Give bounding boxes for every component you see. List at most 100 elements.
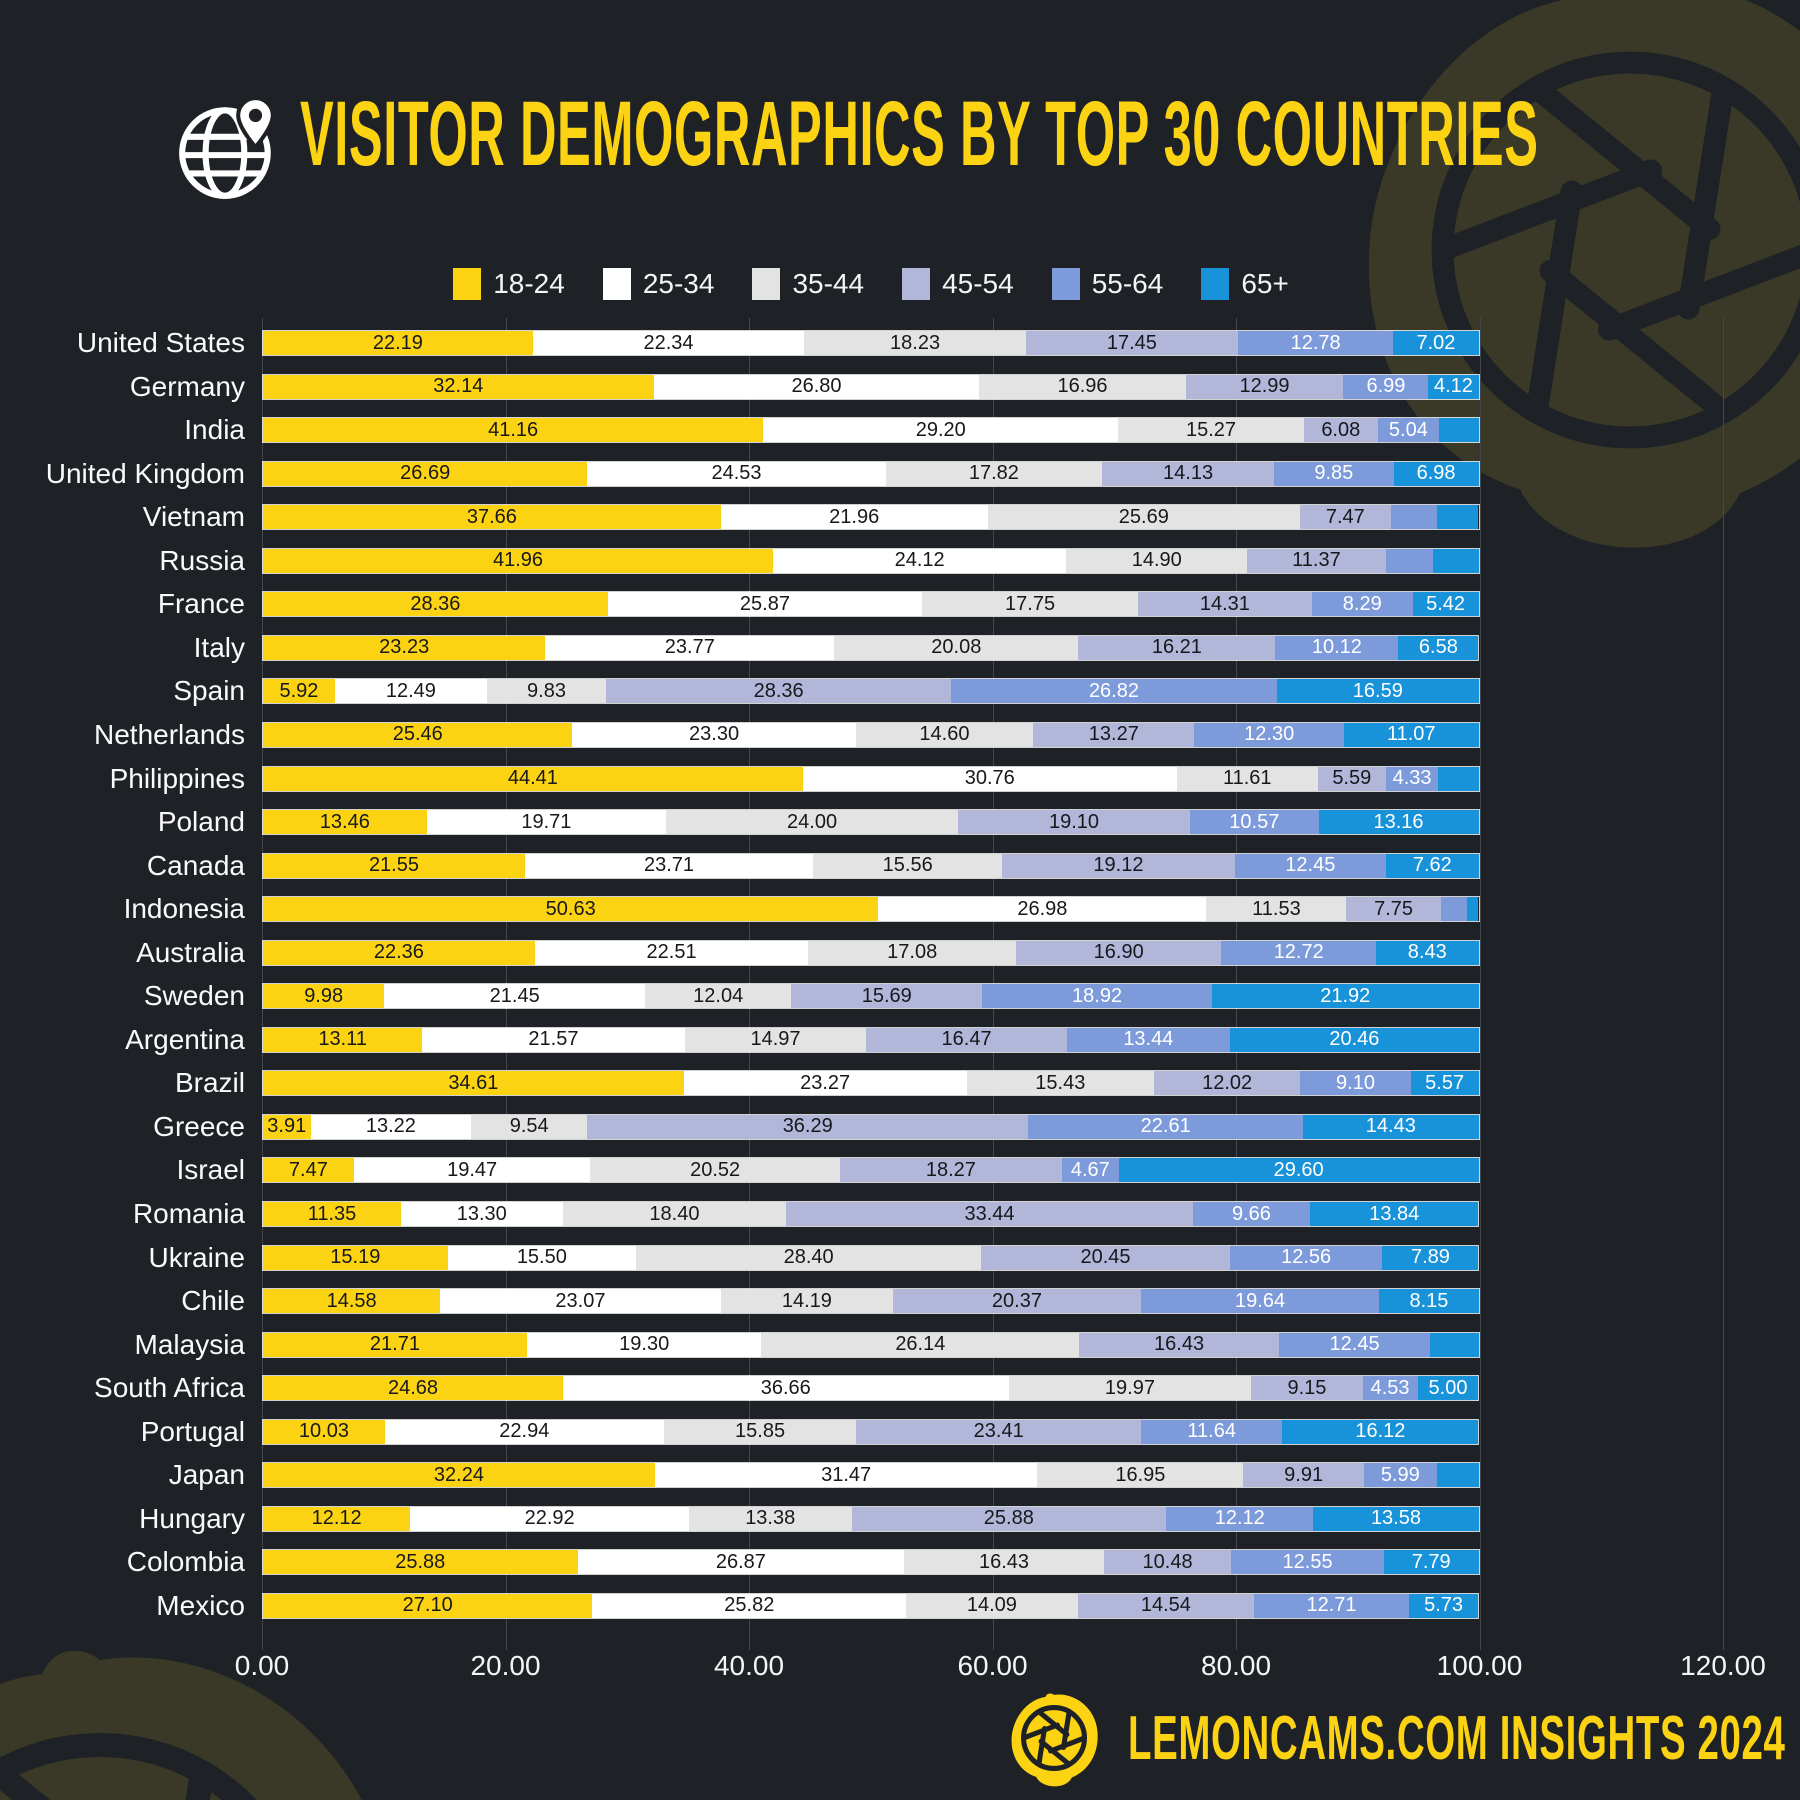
bar-segment-45-54: 16.90 — [1016, 940, 1222, 965]
bar-value-label: 13.44 — [1123, 1028, 1174, 1051]
bar-value-label: 13.16 — [1373, 810, 1424, 833]
bar-value-label: 15.50 — [516, 1246, 567, 1269]
bar-segment-55-64: 9.85 — [1273, 461, 1394, 486]
bar-value-label: 15.27 — [1185, 418, 1237, 441]
bar-segment-18-24: 3.91 — [263, 1114, 311, 1139]
bar-value-label: 5.42 — [1426, 592, 1466, 615]
bar-row: Philippines 44.41 30.76 11.61 5.59 4.33 — [110, 757, 1480, 801]
bar-value-label: 16.43 — [1154, 1333, 1205, 1356]
bar-segment-65+: 14.43 — [1303, 1114, 1479, 1139]
lemon-aperture-watermark-top-right — [1368, 0, 1800, 548]
bar-segment-18-24: 5.92 — [263, 679, 335, 704]
bar-value-label: 21.57 — [528, 1028, 579, 1051]
bar-value-label: 30.76 — [964, 767, 1015, 789]
bar-value-label: 11.64 — [1187, 1420, 1236, 1443]
bar-value-label: 16.12 — [1355, 1420, 1406, 1443]
bar-value-label: 4.33 — [1392, 767, 1432, 789]
x-axis-tick-label: 60.00 — [957, 1650, 1028, 1681]
bar-value-label: 23.27 — [800, 1071, 851, 1094]
legend-label: 25-34 — [642, 268, 715, 299]
bar-value-label: 12.56 — [1281, 1246, 1332, 1269]
gridline — [1479, 318, 1481, 1650]
bar-segment-55-64 — [1385, 548, 1433, 573]
bar-value-label: 10.48 — [1142, 1550, 1193, 1573]
bar-value-label: 31.47 — [821, 1463, 872, 1486]
bar-value-label: 25.82 — [724, 1594, 775, 1617]
bar-segment-65+: 4.12 — [1428, 374, 1479, 399]
bar-segment-55-64: 4.67 — [1061, 1158, 1119, 1183]
bar-value-label: 6.58 — [1418, 636, 1458, 659]
bar-value-label: 12.45 — [1329, 1333, 1380, 1356]
bar-value-label: 8.43 — [1407, 941, 1447, 964]
footer-text: LEMONCAMS.COM INSIGHTS 2024 — [1128, 1703, 1786, 1773]
bar-segment-18-24: 14.58 — [263, 1289, 441, 1314]
bar-value-label: 11.53 — [1252, 897, 1301, 920]
bar-segment-25-34: 19.71 — [426, 810, 667, 835]
bar-value-label: 24.53 — [711, 462, 762, 485]
bar-value-label: 34.61 — [448, 1071, 499, 1094]
bar-segment-25-34: 23.71 — [524, 853, 814, 878]
bar-value-label: 8.29 — [1342, 592, 1382, 615]
bar-value-label: 26.98 — [1017, 897, 1068, 920]
bar-row: Germany 32.14 26.80 16.96 12.99 6.99 4.12 — [130, 365, 1480, 409]
bar-row: Colombia 25.88 26.87 16.43 10.48 12.55 7.79 — [127, 1540, 1480, 1584]
bar-value-label: 25.88 — [983, 1507, 1034, 1530]
bar-segment-65+ — [1467, 897, 1479, 922]
bar-segment-35-44: 16.95 — [1037, 1463, 1244, 1488]
bar-segment-18-24: 13.11 — [263, 1027, 423, 1052]
bar-segment-18-24: 34.61 — [263, 1071, 684, 1096]
stacked-bar: 13.46 19.71 24.00 19.10 10.57 13.16 — [262, 809, 1480, 836]
bar-segment-45-54: 15.69 — [791, 984, 983, 1009]
bar-segment-18-24: 32.14 — [263, 374, 654, 399]
bar-segment-25-34: 23.30 — [572, 722, 856, 747]
bar-segment-18-24: 21.55 — [263, 853, 525, 878]
bar-segment-65+: 7.62 — [1385, 853, 1479, 878]
bar-value-label: 37.66 — [466, 505, 517, 528]
bar-value-label: 23.30 — [689, 723, 740, 746]
bar-segment-55-64: 10.57 — [1190, 810, 1319, 835]
stacked-bar: 32.24 31.47 16.95 9.91 5.99 — [262, 1462, 1480, 1489]
bar-value-label: 23.23 — [379, 636, 430, 659]
bar-segment-55-64: 19.64 — [1140, 1289, 1380, 1314]
bar-value-label: 16.90 — [1093, 941, 1144, 964]
bar-row: Mexico 27.10 25.82 14.09 14.54 12.71 5.73 — [156, 1584, 1480, 1628]
legend-swatch — [752, 268, 781, 300]
bar-segment-65+: 7.02 — [1393, 331, 1479, 355]
bar-value-label: 7.79 — [1411, 1550, 1451, 1573]
bar-segment-35-44: 13.38 — [688, 1506, 852, 1531]
bar-segment-18-24: 22.19 — [263, 331, 533, 355]
bar-segment-55-64: 5.99 — [1363, 1463, 1437, 1488]
bar-segment-25-34: 23.07 — [440, 1289, 721, 1314]
bar-segment-45-54: 16.43 — [1079, 1332, 1279, 1357]
legend-item: 25-34 — [602, 268, 715, 300]
bar-value-label: 21.55 — [368, 854, 419, 877]
bar-row: Vietnam 37.66 21.96 25.69 7.47 — [143, 495, 1480, 539]
bar-segment-35-44: 11.53 — [1206, 897, 1347, 922]
bar-row: South Africa 24.68 36.66 19.97 9.15 4.53 5.00 — [94, 1366, 1480, 1410]
bar-row: Indonesia 50.63 26.98 11.53 7.75 — [124, 887, 1480, 931]
bar-row: Sweden 9.98 21.45 12.04 15.69 18.92 21.92 — [144, 974, 1480, 1018]
bar-value-label: 22.94 — [499, 1420, 550, 1443]
bar-row: Japan 32.24 31.47 16.95 9.91 5.99 — [169, 1453, 1480, 1497]
country-label: Sweden — [143, 980, 245, 1012]
bar-value-label: 8.15 — [1409, 1289, 1449, 1312]
legend-label: 35-44 — [792, 268, 865, 299]
bar-value-label: 12.78 — [1290, 331, 1341, 354]
legend-label: 45-54 — [942, 268, 1014, 299]
bar-value-label: 12.72 — [1273, 941, 1324, 964]
bar-segment-18-24: 9.98 — [263, 984, 385, 1009]
bar-segment-18-24: 25.88 — [263, 1550, 578, 1575]
bar-value-label: 25.87 — [739, 592, 790, 615]
country-label: Colombia — [126, 1546, 245, 1578]
bar-segment-35-44: 17.08 — [808, 940, 1016, 965]
bar-value-label: 28.36 — [753, 679, 804, 702]
bar-segment-45-54: 14.54 — [1077, 1593, 1255, 1618]
stacked-bar: 3.91 13.22 9.54 36.29 22.61 14.43 — [262, 1113, 1480, 1140]
country-label: United Kingdom — [45, 457, 245, 489]
bar-value-label: 7.75 — [1374, 897, 1414, 920]
bar-segment-45-54: 9.91 — [1243, 1463, 1364, 1488]
bar-value-label: 26.82 — [1088, 679, 1139, 702]
bar-value-label: 33.44 — [964, 1202, 1015, 1225]
bar-value-label: 32.24 — [433, 1463, 484, 1486]
country-label: Argentina — [125, 1023, 245, 1055]
